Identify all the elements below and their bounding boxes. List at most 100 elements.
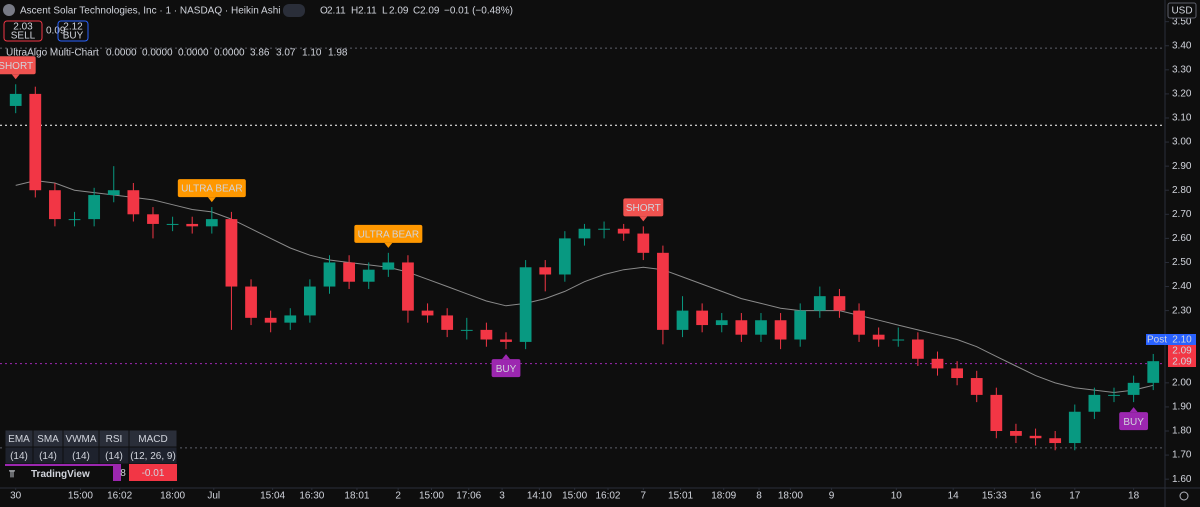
- candle-body: [558, 238, 571, 275]
- indicator-value: 0.0000: [142, 48, 173, 59]
- indicator-name: UltraAlgo Multi-Chart: [6, 48, 99, 59]
- signal-label: SHORT: [626, 203, 661, 214]
- change: −0.01 (−0.48%): [444, 6, 513, 17]
- indicator-value: 0.0000: [214, 48, 245, 59]
- candle-body: [421, 310, 434, 316]
- table-header: EMA: [8, 434, 30, 445]
- signal-label: BUY: [496, 364, 517, 375]
- signal-label: BUY: [1123, 417, 1144, 428]
- table-param: (14): [72, 451, 90, 462]
- x-tick-label: 18:00: [160, 491, 185, 502]
- price-tag-box: [1168, 334, 1196, 345]
- signal: ULTRA BEAR: [354, 224, 423, 248]
- candle-body: [402, 262, 414, 311]
- brand-backdrop: [5, 466, 113, 481]
- y-tick-label: 1.80: [1172, 426, 1192, 437]
- candle-body: [1010, 431, 1022, 436]
- candle-body: [617, 228, 630, 234]
- x-tick-label: 14:10: [527, 491, 552, 502]
- y-tick-label: 1.60: [1172, 474, 1192, 485]
- candle-body: [715, 320, 728, 326]
- indicator-value: 0.0000: [106, 48, 137, 59]
- table-param: (14): [105, 451, 123, 462]
- x-tick-label: 18:01: [344, 491, 369, 502]
- candle-body: [951, 368, 963, 379]
- signal-box: [354, 224, 423, 243]
- price-tag-box: [1168, 356, 1196, 367]
- table-header: MACD: [138, 434, 167, 445]
- ohlc-key: L: [382, 6, 388, 17]
- market-status: [283, 4, 305, 17]
- x-tick-label: 9: [829, 491, 835, 502]
- candle-body: [205, 219, 218, 227]
- ohlc-key: C: [413, 6, 420, 17]
- candle-body: [303, 286, 316, 316]
- ohlc-value: 2.09: [389, 6, 409, 17]
- candle-body: [774, 320, 787, 340]
- ohlc-value: 2.09: [420, 6, 440, 17]
- spread: 0.09: [46, 26, 66, 37]
- x-tick-label: 17:06: [456, 491, 481, 502]
- x-tick-label: 15:00: [419, 491, 444, 502]
- candle-body: [460, 329, 473, 331]
- candle-body: [519, 267, 532, 342]
- x-tick-label: 16:30: [299, 491, 324, 502]
- buy-button[interactable]: [57, 20, 89, 42]
- signal-pointer: [384, 242, 393, 248]
- x-tick-label: 15:00: [68, 491, 93, 502]
- y-tick-label: 2.80: [1172, 185, 1192, 196]
- candle-body: [441, 315, 454, 330]
- candle-body: [49, 190, 61, 220]
- ohlc-value: 2.11: [358, 6, 377, 17]
- table-header: SMA: [37, 434, 59, 445]
- candle-body: [676, 310, 689, 330]
- brand-logo: ⫪: [8, 469, 15, 480]
- candle-body: [872, 334, 885, 340]
- candle-body: [264, 317, 277, 323]
- candle-body: [696, 310, 709, 326]
- y-tick-label: 2.60: [1172, 233, 1192, 244]
- x-tick-label: 15:04: [260, 491, 285, 502]
- sell-price: 2.03: [13, 22, 33, 33]
- candle-body: [323, 262, 336, 287]
- candle-body: [755, 320, 767, 335]
- chart-title: Ascent Solar Technologies, Inc · 1 · NAS…: [20, 6, 280, 17]
- currency-box[interactable]: [1167, 2, 1197, 19]
- candle-body: [343, 262, 355, 282]
- signal-box: [1119, 412, 1149, 431]
- candle-body: [892, 339, 905, 341]
- sell-button[interactable]: [3, 20, 43, 42]
- price-tag-box: [1146, 334, 1168, 345]
- price-tag: 2.10: [1172, 335, 1192, 346]
- settings-icon[interactable]: [1179, 491, 1189, 501]
- price-tag-box: [1168, 345, 1196, 356]
- y-tick-label: 2.70: [1172, 209, 1192, 220]
- candle-body: [1088, 394, 1101, 412]
- ohlc-key: O: [320, 6, 328, 17]
- candle-body: [166, 223, 179, 225]
- currency: USD: [1171, 6, 1192, 17]
- table-cell: [129, 464, 177, 481]
- table-param: (14): [10, 451, 28, 462]
- candle-body: [127, 190, 140, 215]
- y-tick-label: 1.70: [1172, 450, 1192, 461]
- price-tag: 2.09: [1172, 346, 1192, 357]
- brand: TradingView: [31, 469, 90, 480]
- candle-body: [186, 223, 199, 227]
- candle-body: [833, 296, 846, 311]
- y-tick-label: 3.40: [1172, 40, 1192, 51]
- y-tick-label: 3.20: [1172, 89, 1192, 100]
- x-tick-label: 16:02: [107, 491, 132, 502]
- candle-body: [1049, 438, 1062, 444]
- y-tick-label: 3.50: [1172, 16, 1192, 27]
- ohlc-key: H: [351, 6, 358, 17]
- candle-body: [578, 228, 591, 239]
- candle-body: [107, 190, 120, 196]
- ohlc-value: 2.11: [327, 6, 346, 17]
- signal-box: [623, 198, 664, 217]
- signal-box: [0, 56, 36, 75]
- sell-label: SELL: [11, 31, 36, 42]
- price-tag: Post: [1147, 335, 1167, 346]
